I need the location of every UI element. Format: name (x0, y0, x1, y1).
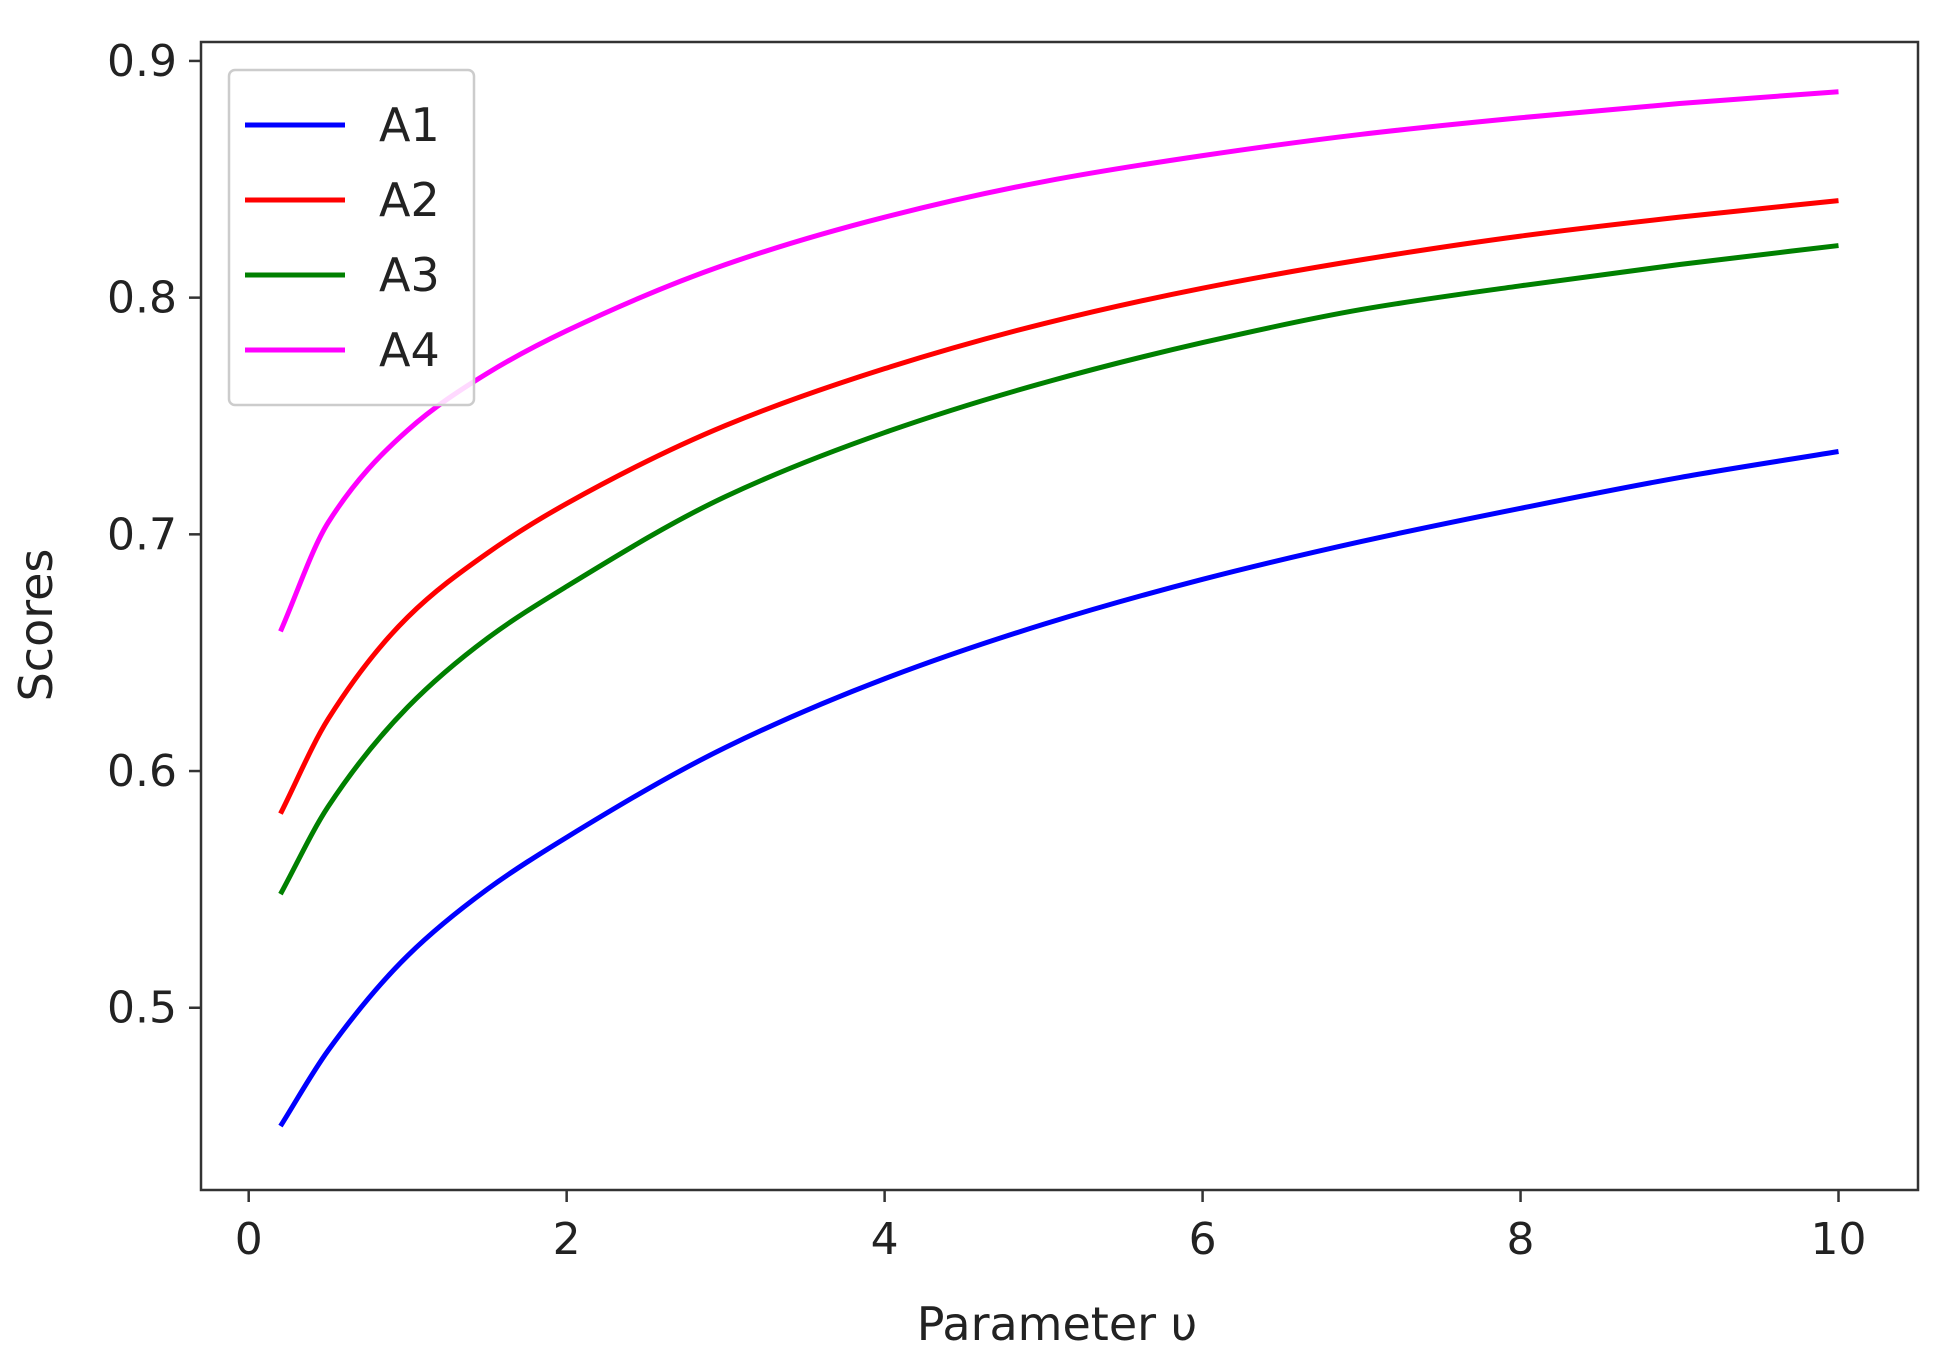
plot-area (199, 40, 1920, 1192)
y-axis-label: Scores (9, 549, 63, 702)
legend-label-a2: A2 (379, 173, 440, 227)
y-tick-label-4: 0.9 (107, 36, 177, 87)
x-tick-label-4: 8 (1507, 1214, 1535, 1265)
legend-label-a1: A1 (379, 98, 440, 152)
series-line-a2 (278, 198, 1839, 815)
y-tick-label-1: 0.6 (107, 746, 177, 797)
series-line-a1 (278, 449, 1839, 1128)
series-line-a3 (278, 243, 1839, 896)
legend-label-a3: A3 (379, 248, 440, 302)
legend: A1 A2 A3 A4 (227, 68, 476, 407)
ticks-layer: 0 2 4 6 8 10 0.5 0.6 0.7 0.8 0.9 (107, 36, 1866, 1265)
x-tick-label-3: 6 (1189, 1214, 1217, 1265)
legend-label-a4: A4 (379, 323, 440, 377)
series-line-a4 (278, 89, 1839, 633)
y-tick-label-2: 0.7 (107, 509, 177, 560)
legend-box (227, 68, 476, 407)
x-tick-label-5: 10 (1811, 1214, 1867, 1265)
y-tick-label-0: 0.5 (107, 983, 177, 1034)
series-layer (278, 89, 1839, 1128)
x-tick-label-2: 4 (871, 1214, 899, 1265)
x-tick-label-1: 2 (553, 1214, 581, 1265)
y-tick-label-3: 0.8 (107, 273, 177, 324)
x-axis-label: Parameter υ (917, 1297, 1198, 1351)
x-tick-label-0: 0 (235, 1214, 263, 1265)
